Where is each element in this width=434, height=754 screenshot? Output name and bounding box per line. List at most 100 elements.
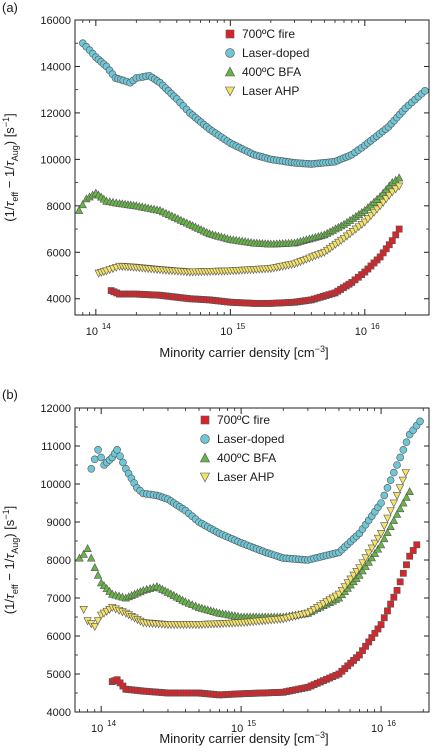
- y-axis-label-part: τ: [2, 160, 17, 166]
- x-tick-exponent: 16: [371, 322, 380, 331]
- data-point: [406, 552, 414, 560]
- x-tick-label: 10: [371, 723, 383, 735]
- data-point: [405, 487, 414, 496]
- data-point: [392, 231, 400, 239]
- data-point: [386, 507, 395, 516]
- y-tick-label: 7000: [47, 593, 71, 605]
- data-point: [116, 452, 124, 460]
- x-axis-label: Minority carrier density [cm−3]: [159, 730, 328, 746]
- data-point: [413, 541, 421, 549]
- x-tick-label: 10: [231, 723, 243, 735]
- data-point: [380, 614, 388, 622]
- data-point: [394, 173, 404, 182]
- data-point: [386, 476, 395, 485]
- data-point: [79, 549, 88, 558]
- data-point: [83, 544, 92, 553]
- series-circle: [78, 39, 429, 168]
- data-point: [380, 522, 389, 531]
- y-tick-label: 8000: [47, 201, 71, 213]
- legend-marker: [224, 66, 236, 77]
- legend-marker: [199, 452, 211, 463]
- y-axis-label-part: τ: [2, 553, 17, 559]
- data-point: [380, 491, 389, 500]
- y-tick-label: 11000: [41, 441, 71, 453]
- y-axis-label-part: (1/: [2, 599, 17, 615]
- data-point: [383, 528, 392, 537]
- data-point: [396, 578, 404, 586]
- data-point: [388, 188, 397, 197]
- legend-label: 700ºC fire: [242, 27, 295, 41]
- data-point: [403, 561, 410, 569]
- data-point: [367, 544, 376, 553]
- x-axis-label: Minority carrier density [cm−3]: [159, 344, 328, 360]
- data-point: [392, 509, 402, 518]
- legend-label: Laser AHP: [242, 84, 299, 98]
- data-point: [377, 621, 385, 628]
- data-point: [384, 607, 391, 615]
- data-point: [399, 445, 408, 454]
- data-point: [421, 87, 429, 95]
- data-point: [387, 600, 395, 608]
- data-point: [391, 185, 400, 194]
- data-point: [394, 182, 404, 191]
- y-axis-label-part: (1/: [2, 206, 17, 222]
- y-axis-label-part: ) [s: [2, 519, 17, 538]
- data-point: [399, 498, 408, 507]
- data-point: [401, 469, 410, 478]
- y-axis-label-part: −1: [1, 117, 11, 127]
- y-axis-label-part: Aug: [10, 145, 20, 161]
- x-axis-label-text: Minority carrier density [cm: [159, 345, 314, 360]
- data-point: [409, 547, 417, 554]
- panel-label: (b): [2, 387, 18, 402]
- data-point: [355, 564, 364, 573]
- panel-label: (a): [2, 0, 18, 15]
- legend-marker: [200, 415, 210, 425]
- data-point: [355, 570, 364, 579]
- legend: 700ºC fire Laser-doped 400ºC BFA Laser AHP: [199, 413, 284, 484]
- data-point: [370, 539, 380, 548]
- legend-label: Laser-doped: [242, 46, 309, 60]
- data-point: [402, 492, 411, 501]
- y-tick-label: 6000: [47, 631, 71, 643]
- legend-marker: [224, 86, 236, 97]
- data-point: [398, 476, 408, 485]
- legend-label: Laser-doped: [217, 432, 284, 446]
- y-axis-label-part: τ: [2, 593, 17, 599]
- legend-label: 700ºC fire: [217, 413, 270, 427]
- chart-panel-a: (a) 4000 6000 8000 10000 12000 14000 16000 10 14 1…: [1, 0, 430, 360]
- data-point: [395, 504, 405, 513]
- data-point: [358, 566, 367, 575]
- legend-marker: [225, 29, 235, 39]
- data-point: [93, 617, 103, 626]
- y-axis-label-part: τ: [2, 201, 17, 207]
- data-point: [395, 225, 403, 233]
- data-point: [389, 499, 399, 508]
- y-axis-label-part: ) [s: [2, 127, 17, 146]
- y-tick-label: 12000: [40, 108, 71, 120]
- x-axis-label-exponent: −3: [315, 344, 325, 354]
- series-circle: [87, 417, 424, 564]
- data-point: [90, 455, 99, 464]
- x-tick-label: 10: [220, 326, 232, 338]
- x-tick-label: 10: [355, 326, 367, 338]
- x-tick-label: 10: [86, 326, 98, 338]
- x-tick-exponent: 16: [387, 719, 396, 728]
- y-tick-label: 6000: [47, 247, 71, 259]
- y-axis-label-part: eff: [10, 191, 20, 201]
- data-point: [389, 515, 399, 524]
- data-point: [113, 445, 121, 454]
- y-axis-label-part: ]: [2, 113, 17, 117]
- x-axis-label-text: Minority carrier density [cm: [159, 731, 314, 746]
- x-axis-label-close: ]: [325, 731, 329, 746]
- legend-marker: [225, 48, 235, 58]
- data-point: [390, 468, 398, 477]
- data-point: [373, 534, 383, 543]
- plot-frame: [74, 19, 430, 316]
- y-axis-label-part: − 1/: [2, 558, 17, 584]
- y-axis-label-part: − 1/: [2, 166, 17, 192]
- data-point: [358, 559, 367, 568]
- legend-label: 400ºC BFA: [217, 451, 276, 465]
- data-point: [87, 553, 96, 562]
- data-point: [93, 570, 103, 579]
